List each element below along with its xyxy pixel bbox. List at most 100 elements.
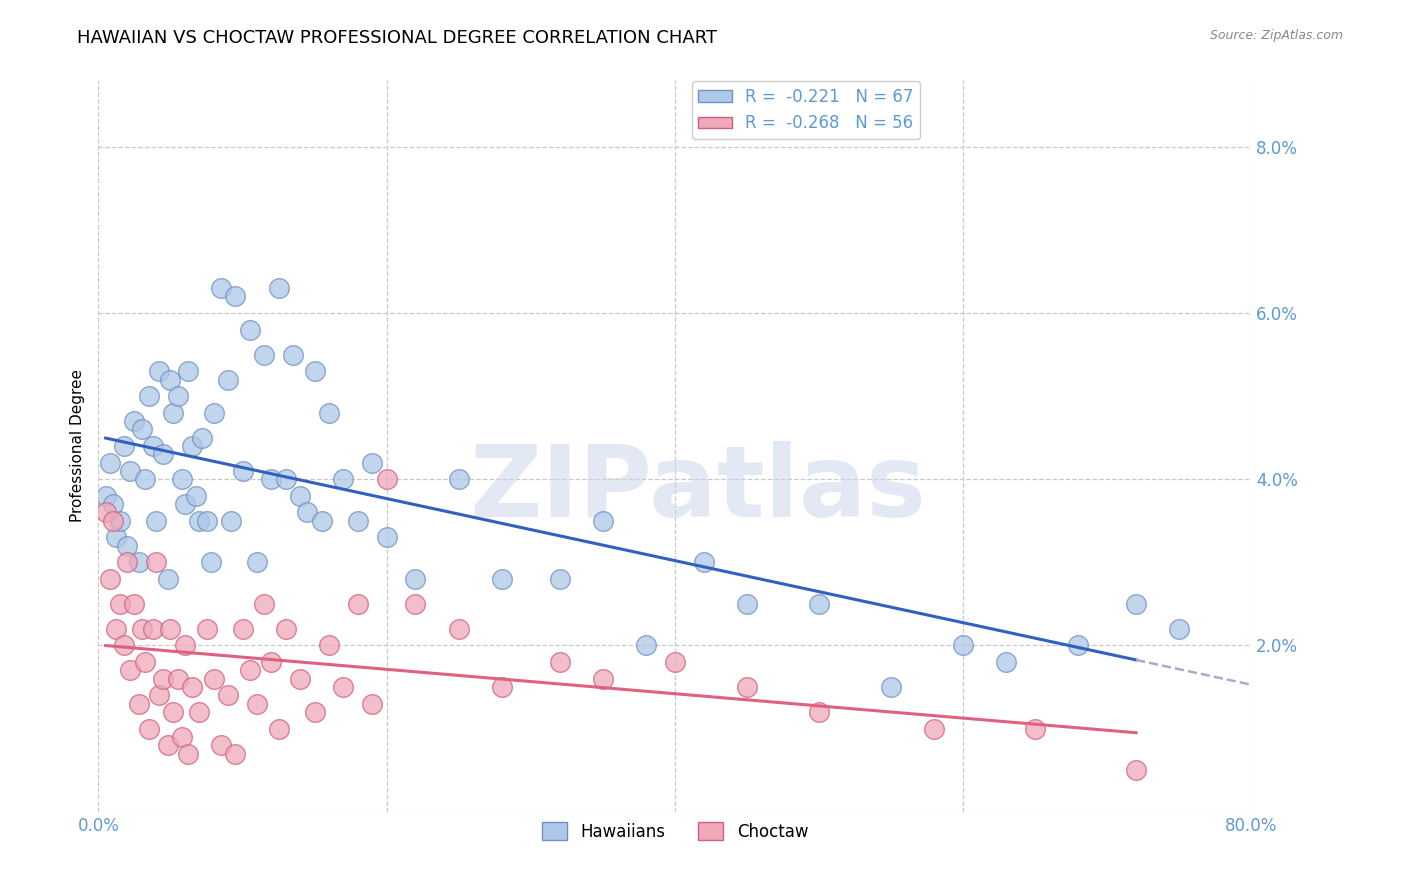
Point [304,705,326,719]
Point [138,722,160,736]
Point [219,514,242,528]
Point [253,347,276,362]
Point [664,655,686,669]
Point [1067,639,1090,653]
Point [181,680,204,694]
Point [1125,763,1147,777]
Point [117,539,139,553]
Point [188,514,211,528]
Point [148,689,170,703]
Point [405,597,427,611]
Point [156,738,179,752]
Point [361,456,384,470]
Point [253,597,276,611]
Point [202,406,225,420]
Point [260,655,283,669]
Point [491,680,513,694]
Point [332,472,354,486]
Point [405,572,427,586]
Text: HAWAIIAN VS CHOCTAW PROFESSIONAL DEGREE CORRELATION CHART: HAWAIIAN VS CHOCTAW PROFESSIONAL DEGREE … [77,29,717,46]
Point [134,655,156,669]
Point [108,597,131,611]
Point [191,431,214,445]
Point [120,464,142,478]
Point [304,364,326,378]
Point [290,489,312,503]
Point [808,705,831,719]
Point [142,439,165,453]
Point [186,489,208,503]
Point [94,506,117,520]
Point [177,364,200,378]
Point [375,530,398,544]
Point [274,472,297,486]
Point [231,464,254,478]
Point [209,738,232,752]
Point [181,439,204,453]
Point [224,289,246,303]
Point [1125,597,1147,611]
Point [166,389,188,403]
Point [231,622,254,636]
Point [174,497,197,511]
Point [995,655,1018,669]
Point [162,705,184,719]
Point [311,514,333,528]
Point [735,597,758,611]
Point [592,672,614,686]
Point [104,530,127,544]
Point [117,555,139,569]
Point [290,672,312,686]
Point [145,514,167,528]
Point [131,622,153,636]
Point [209,281,232,295]
Point [124,597,146,611]
Point [148,364,170,378]
Point [281,347,304,362]
Point [128,555,150,569]
Point [636,639,658,653]
Point [152,672,174,686]
Point [548,655,571,669]
Point [267,281,290,295]
Point [162,406,184,420]
Point [188,705,211,719]
Y-axis label: Professional Degree: Professional Degree [70,369,86,523]
Point [318,639,340,653]
Point [195,622,218,636]
Point [145,555,167,569]
Point [239,323,262,337]
Point [98,572,121,586]
Point [952,639,974,653]
Point [880,680,903,694]
Point [152,447,174,461]
Point [375,472,398,486]
Point [134,472,156,486]
Point [104,622,127,636]
Point [131,422,153,436]
Point [592,514,614,528]
Legend: Hawaiians, Choctaw: Hawaiians, Choctaw [534,816,815,847]
Point [491,572,513,586]
Point [224,747,246,761]
Point [200,555,222,569]
Text: Source: ZipAtlas.com: Source: ZipAtlas.com [1209,29,1343,42]
Point [735,680,758,694]
Point [120,664,142,678]
Point [808,597,831,611]
Point [267,722,290,736]
Point [447,472,470,486]
Point [346,514,368,528]
Text: ZIPatlas: ZIPatlas [470,442,927,539]
Point [128,697,150,711]
Point [101,497,124,511]
Point [693,555,716,569]
Point [447,622,470,636]
Point [108,514,131,528]
Point [142,622,165,636]
Point [94,489,117,503]
Point [112,639,135,653]
Point [170,472,193,486]
Point [548,572,571,586]
Point [170,730,193,744]
